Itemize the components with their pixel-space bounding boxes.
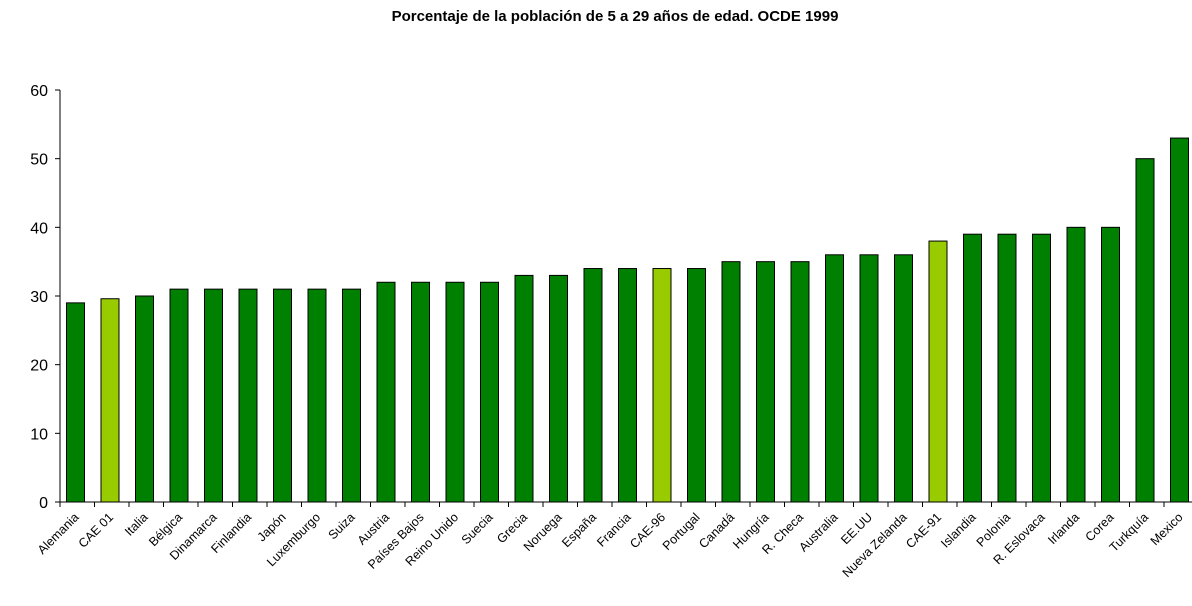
bar [1135,158,1155,503]
bar [963,233,982,503]
chart-title: Porcentaje de la población de 5 a 29 año… [391,8,839,25]
bar [238,288,258,503]
x-category-label: Islandia [938,510,978,550]
bar [307,288,327,503]
x-category-label: España [559,510,599,550]
y-tick-label: 30 [30,289,48,306]
y-tick-label: 0 [39,495,48,512]
x-category-label: Italia [122,510,151,539]
y-tick-label: 40 [30,220,48,237]
bar [859,254,879,503]
bar [756,261,775,503]
bar [721,261,741,503]
bar [583,268,603,503]
bar [514,274,534,503]
bar [204,288,223,503]
x-category-label: Suecia [459,510,496,547]
bar [1101,226,1120,503]
bar [652,268,672,503]
bar [100,298,120,503]
bar [790,261,810,503]
y-tick-label: 50 [30,152,48,169]
bar [1066,226,1086,503]
bar [997,233,1017,503]
x-category-label: Australia [796,510,840,554]
x-category-label: Portugal [660,510,703,553]
bar [411,281,430,503]
x-category-label: Alemania [35,510,82,557]
bar [66,302,85,503]
y-tick-label: 20 [30,358,48,375]
bar [928,240,948,503]
bar [618,268,637,503]
y-tick-label: 10 [30,426,48,443]
bar [376,281,396,503]
bar [825,254,844,503]
x-category-label: CAE 01 [76,510,116,550]
bar [549,274,568,503]
x-category-label: CAE-91 [903,510,944,551]
bar [894,254,913,503]
x-category-label: Noruega [521,510,565,554]
bar [687,268,706,503]
x-category-label: Mexico [1148,510,1186,548]
x-category-label: Nueva Zelanda [840,510,910,580]
bar [445,281,465,503]
bar [135,295,154,503]
y-tick-label: 60 [30,83,48,100]
bar [169,288,189,503]
bar [1032,233,1051,503]
x-category-label: Irlanda [1045,510,1082,547]
x-category-label: Francia [594,510,633,549]
bar [273,288,292,503]
bar [342,288,361,503]
x-category-label: Suiza [326,510,358,542]
x-category-label: Canadá [696,510,737,551]
bar [480,281,499,503]
bar [1170,137,1189,503]
